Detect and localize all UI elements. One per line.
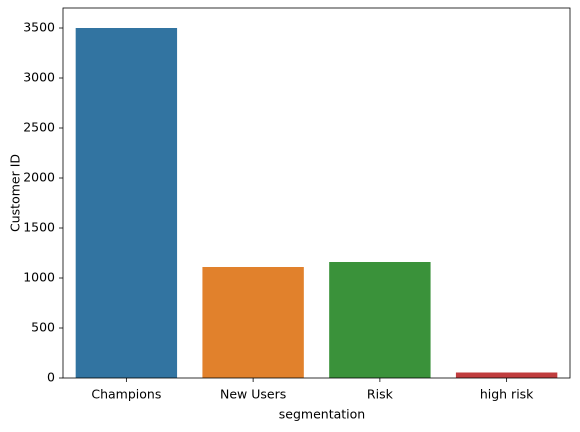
bar	[75, 28, 178, 378]
x-tick-label: Champions	[91, 387, 161, 402]
y-tick-label: 3500	[23, 20, 55, 35]
y-tick-label: 2500	[23, 120, 55, 135]
x-tick-label: high risk	[480, 387, 534, 402]
y-tick-label: 500	[31, 320, 55, 335]
bar	[455, 372, 558, 378]
y-tick-label: 2000	[23, 170, 55, 185]
bar	[202, 267, 304, 378]
y-axis-label: Customer ID	[8, 154, 23, 232]
y-tick-label: 0	[47, 370, 55, 385]
plot-frame	[62, 7, 571, 379]
x-tick-label: Risk	[367, 387, 394, 402]
bar	[329, 262, 431, 378]
x-axis-label: segmentation	[279, 407, 365, 422]
y-tick-label: 1000	[23, 270, 55, 285]
y-tick-label: 1500	[23, 220, 55, 235]
y-tick-label: 3000	[23, 70, 55, 85]
x-tick-label: New Users	[220, 387, 286, 402]
